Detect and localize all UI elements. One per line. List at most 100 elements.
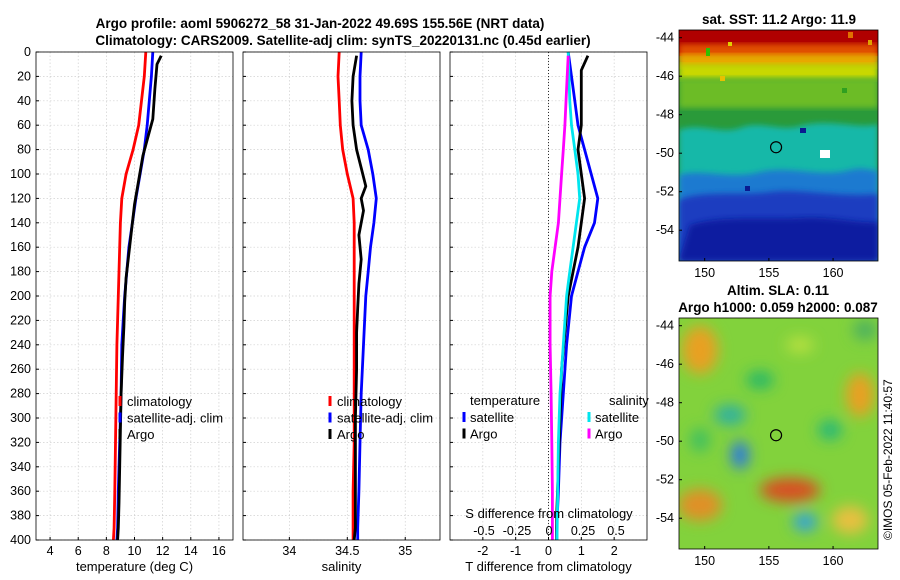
y-tick-label: -48: [656, 396, 674, 410]
legend-header: temperature: [470, 393, 540, 408]
x-tick-label: -2: [477, 544, 488, 558]
sst-map-panel: sat. SST: 11.2 Argo: 11.9 150 155 160 -44 -4…: [656, 12, 879, 280]
figure-subtitle: Climatology: CARS2009. Satellite-adj cli…: [95, 33, 590, 48]
sla-argo-marker: [769, 429, 783, 442]
y-tick-label: -50: [656, 434, 674, 448]
sla-map-panel: Altim. SLA: 0.11 Argo h1000: 0.059 h2000…: [656, 283, 879, 568]
salinity-panel: 34 34.5 35 salinity climatology satellite-adj…: [242, 51, 441, 574]
x-axis-label: T difference from climatology: [465, 559, 632, 574]
series-s-argo: [548, 55, 570, 540]
y-tick-label: 220: [10, 313, 31, 327]
y-tick-label: 280: [10, 387, 31, 401]
y-tick-label: 40: [17, 94, 31, 108]
x-tick-label: 155: [758, 554, 779, 568]
series-s-satellite: [555, 51, 582, 541]
y-tick-label: 60: [17, 118, 31, 132]
legend-label: Argo: [595, 427, 622, 442]
x-tick-label: 155: [758, 266, 779, 280]
y-tick-label: 360: [10, 484, 31, 498]
sst-map-title: sat. SST: 11.2 Argo: 11.9: [702, 12, 856, 27]
series-argo: [116, 55, 163, 541]
legend-label: satellite: [595, 410, 639, 425]
sst-map-image: [679, 30, 878, 261]
x-tick-label: 2: [611, 544, 618, 558]
y-tick-label: 180: [10, 265, 31, 279]
sst-map-axes: 150 155 160 -44 -46 -48 -50 -52 -54: [656, 31, 844, 280]
x2-tick-label: 0.25: [571, 524, 595, 538]
x2-tick-label: 0: [546, 524, 553, 538]
legend-label: climatology: [127, 394, 193, 409]
legend-header: salinity: [609, 393, 649, 408]
x-tick-label: -1: [510, 544, 521, 558]
x-tick-label: 1: [578, 544, 585, 558]
legend-label: satellite-adj. clim: [337, 411, 433, 426]
x-tick-label: 34: [282, 544, 296, 558]
y-tick-label: 320: [10, 435, 31, 449]
y-tick-label: 100: [10, 167, 31, 181]
x-tick-label: 12: [156, 544, 170, 558]
y-tick-label: 140: [10, 216, 31, 230]
y-tick-label: 120: [10, 191, 31, 205]
series-climatology: [336, 51, 356, 540]
y-tick-label: 400: [10, 533, 31, 547]
y-tick-label: -54: [656, 223, 674, 237]
y-tick-label: 260: [10, 362, 31, 376]
y-tick-label: 0: [24, 45, 31, 59]
figure-title: Argo profile: aoml 5906272_58 31-Jan-202…: [96, 16, 545, 31]
sla-map-title: Altim. SLA: 0.11: [727, 283, 830, 298]
series-argo: [350, 55, 368, 541]
y-tick-label: -54: [656, 511, 674, 525]
y-tick-label: 20: [17, 69, 31, 83]
x-tick-label: 14: [184, 544, 198, 558]
x-tick-label: 0: [545, 544, 552, 558]
timestamp: ©IMOS 05-Feb-2022 11:40:57: [881, 379, 895, 540]
sla-map-image: [679, 318, 878, 549]
series-satellite: [356, 51, 378, 540]
y-tick-label: -48: [656, 108, 674, 122]
y-tick-label: -52: [656, 185, 674, 199]
y-tick-label: -46: [656, 357, 674, 371]
x2-tick-label: -0.25: [503, 524, 532, 538]
temperature-panel: 4 6 8 10 12 14 1602040608010012014016018020022…: [10, 45, 234, 574]
legend-label: Argo: [127, 427, 154, 442]
sla-map-axes: 150 155 160 -44 -46 -48 -50 -52 -54: [656, 319, 844, 568]
x-tick-label: 160: [823, 554, 844, 568]
y-tick-label: 200: [10, 289, 31, 303]
y-tick-label: 340: [10, 460, 31, 474]
series-climatology: [112, 51, 148, 541]
y-tick-label: 300: [10, 411, 31, 425]
legend-label: Argo: [337, 427, 364, 442]
x-tick-label: 10: [128, 544, 142, 558]
legend-label: climatology: [337, 394, 403, 409]
y-tick-label: 80: [17, 143, 31, 157]
x-tick-label: 150: [694, 554, 715, 568]
x-axis-label: salinity: [322, 559, 362, 574]
sst-argo-marker: [769, 141, 783, 154]
x-tick-label: 34.5: [335, 544, 359, 558]
difference-panel: -2 -1 0 1 2T difference from climatology S di…: [449, 51, 649, 574]
y-tick-label: -44: [656, 319, 674, 333]
x2-axis-label: S difference from climatology: [465, 506, 633, 521]
y-tick-label: -46: [656, 69, 674, 83]
legend-label: satellite: [470, 410, 514, 425]
sla-map-subtitle: Argo h1000: 0.059 h2000: 0.087: [678, 300, 878, 315]
y-tick-label: 240: [10, 338, 31, 352]
y-tick-label: -50: [656, 146, 674, 160]
x-tick-label: 35: [398, 544, 412, 558]
x-tick-label: 8: [103, 544, 110, 558]
x2-tick-label: -0.5: [473, 524, 495, 538]
y-tick-label: -44: [656, 31, 674, 45]
y-tick-label: -52: [656, 473, 674, 487]
y-tick-label: 380: [10, 509, 31, 523]
x-tick-label: 16: [212, 544, 226, 558]
y-tick-label: 160: [10, 240, 31, 254]
x-tick-label: 6: [75, 544, 82, 558]
x-tick-label: 4: [47, 544, 54, 558]
x-tick-label: 150: [694, 266, 715, 280]
legend-label: satellite-adj. clim: [127, 411, 223, 426]
legend-label: Argo: [470, 427, 497, 442]
x-axis-label: temperature (deg C): [76, 559, 193, 574]
x-tick-label: 160: [823, 266, 844, 280]
x2-tick-label: 0.5: [607, 524, 624, 538]
